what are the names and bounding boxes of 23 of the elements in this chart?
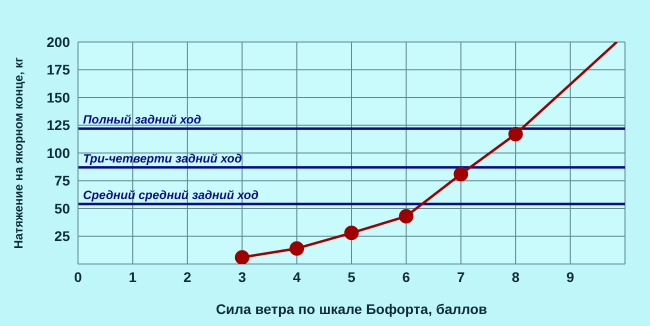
x-tick-label: 9 bbox=[566, 268, 574, 285]
y-tick-label: 100 bbox=[46, 144, 70, 161]
y-axis-title: Натяжение на якорном конце, кг bbox=[11, 57, 26, 249]
y-tick-label: 25 bbox=[54, 228, 70, 244]
x-tick-label: 0 bbox=[74, 268, 82, 285]
ref-line-label: Полный задний ход bbox=[83, 112, 202, 127]
x-tick-label: 1 bbox=[128, 268, 137, 285]
x-tick-label: 5 bbox=[348, 268, 356, 285]
y-tick-label: 75 bbox=[54, 172, 70, 189]
x-tick-label: 4 bbox=[292, 268, 301, 285]
x-tick-label: 3 bbox=[238, 268, 246, 285]
ref-line-label: Три-четверти задний ход bbox=[83, 151, 242, 166]
x-tick-label: 6 bbox=[402, 268, 410, 285]
x-tick-label: 2 bbox=[184, 268, 192, 285]
y-tick-label: 50 bbox=[54, 200, 70, 216]
y-tick-label: 175 bbox=[46, 62, 70, 78]
y-tick-label: 150 bbox=[46, 89, 70, 106]
y-tick-label: 125 bbox=[46, 117, 70, 134]
y-tick-label: 200 bbox=[46, 34, 70, 50]
x-tick-label: 8 bbox=[512, 268, 520, 285]
ref-line-label: Средний средний задний ход bbox=[83, 188, 259, 202]
x-tick-label: 7 bbox=[457, 268, 465, 285]
x-axis-title: Сила ветра по шкале Бофорта, баллов bbox=[216, 301, 488, 317]
